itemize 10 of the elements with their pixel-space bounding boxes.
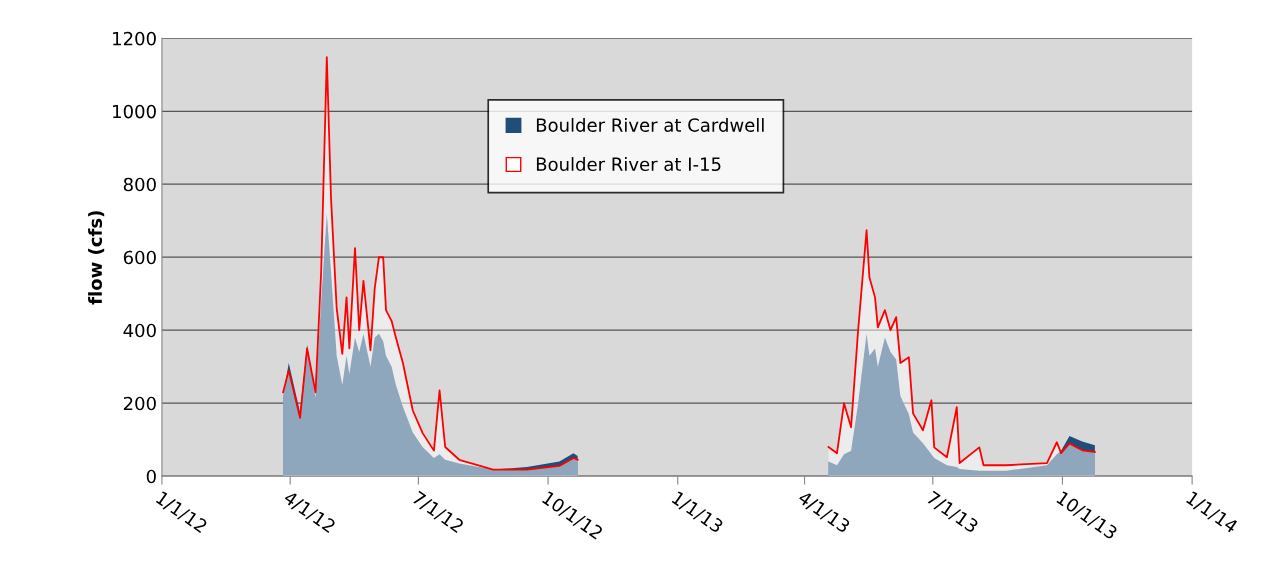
y-tick-label: 1200	[113, 31, 156, 46]
y-tick-label: 800	[123, 177, 156, 192]
y-tick-label: 400	[123, 323, 156, 338]
legend-label: Boulder River at Cardwell	[536, 117, 764, 132]
y-tick-label: 200	[123, 396, 156, 411]
y-axis-title: flow (cfs)	[88, 211, 105, 305]
y-tick-label: 0	[146, 469, 156, 484]
legend-label: Boulder River at I-15	[536, 157, 721, 172]
y-tick-label: 1000	[113, 104, 156, 119]
y-tick-label: 600	[123, 250, 156, 265]
